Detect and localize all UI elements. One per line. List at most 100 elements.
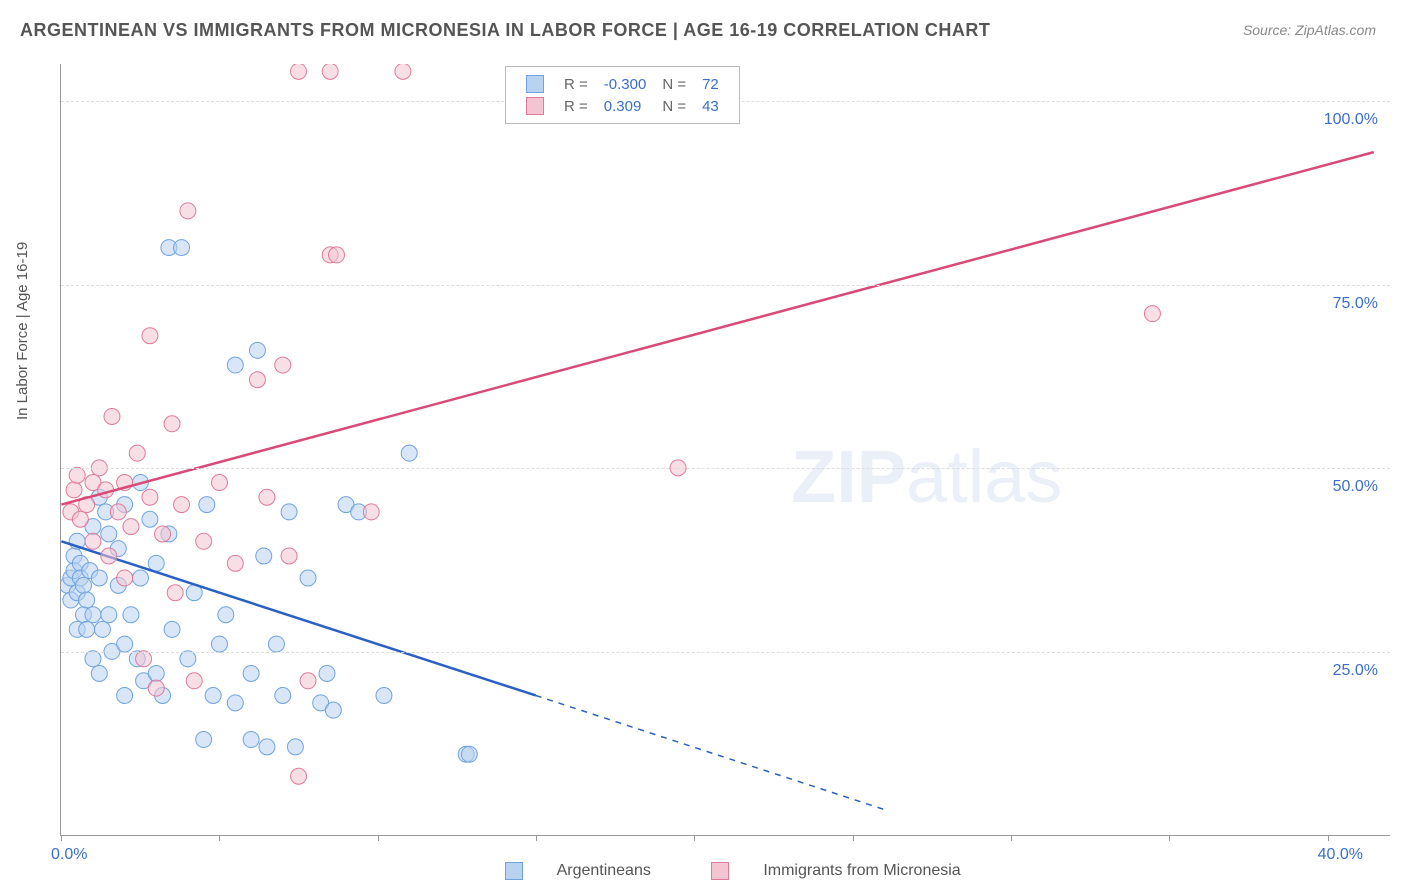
scatter-point xyxy=(161,526,177,542)
ytick-label: 75.0% xyxy=(1333,295,1378,313)
scatter-point xyxy=(300,570,316,586)
scatter-point xyxy=(186,585,202,601)
scatter-point xyxy=(85,519,101,535)
scatter-point xyxy=(101,548,117,564)
xtick xyxy=(694,835,695,841)
scatter-point xyxy=(117,636,133,652)
legend-item: Argentineans xyxy=(505,862,681,879)
ytick-label: 50.0% xyxy=(1333,478,1378,496)
scatter-point xyxy=(155,526,171,542)
scatter-point xyxy=(249,372,265,388)
scatter-point xyxy=(66,548,82,564)
xtick-label: 0.0% xyxy=(51,846,87,864)
scatter-point xyxy=(199,497,215,513)
ytick-label: 100.0% xyxy=(1324,111,1378,129)
scatter-point xyxy=(61,577,76,593)
scatter-point xyxy=(76,607,92,623)
watermark: ZIPatlas xyxy=(791,434,1062,519)
scatter-point xyxy=(94,621,110,637)
scatter-point xyxy=(82,563,98,579)
scatter-point xyxy=(395,64,411,79)
scatter-point xyxy=(72,570,88,586)
scatter-point xyxy=(167,585,183,601)
series-legend: Argentineans Immigrants from Micronesia xyxy=(505,862,1021,880)
scatter-point xyxy=(227,695,243,711)
scatter-point xyxy=(259,489,275,505)
scatter-point xyxy=(72,511,88,527)
xtick xyxy=(536,835,537,841)
scatter-point xyxy=(205,687,221,703)
scatter-point xyxy=(148,680,164,696)
scatter-point xyxy=(256,548,272,564)
legend-label: Immigrants from Micronesia xyxy=(763,862,960,879)
scatter-point xyxy=(98,504,114,520)
scatter-point xyxy=(110,577,126,593)
scatter-point xyxy=(85,607,101,623)
trend-line-extrapolated xyxy=(536,695,884,809)
scatter-point xyxy=(63,504,79,520)
scatter-point xyxy=(69,533,85,549)
xtick xyxy=(1011,835,1012,841)
scatter-point xyxy=(155,687,171,703)
scatter-point xyxy=(132,570,148,586)
chart-svg xyxy=(61,64,1390,835)
scatter-point xyxy=(132,475,148,491)
scatter-point xyxy=(79,497,95,513)
scatter-point xyxy=(101,607,117,623)
scatter-point xyxy=(110,504,126,520)
scatter-point xyxy=(110,541,126,557)
n-value: 43 xyxy=(694,95,727,117)
legend-item: Immigrants from Micronesia xyxy=(711,862,991,879)
scatter-point xyxy=(136,673,152,689)
scatter-point xyxy=(76,577,92,593)
xtick xyxy=(1169,835,1170,841)
scatter-point xyxy=(117,497,133,513)
scatter-point xyxy=(117,475,133,491)
scatter-point xyxy=(72,555,88,571)
scatter-point xyxy=(91,570,107,586)
scatter-point xyxy=(91,489,107,505)
xtick xyxy=(853,835,854,841)
scatter-point xyxy=(142,328,158,344)
scatter-point xyxy=(117,687,133,703)
xtick-label: 40.0% xyxy=(1318,846,1363,864)
scatter-point xyxy=(212,475,228,491)
scatter-point xyxy=(101,526,117,542)
gridline xyxy=(61,468,1390,469)
scatter-point xyxy=(268,636,284,652)
scatter-point xyxy=(123,519,139,535)
scatter-point xyxy=(1144,306,1160,322)
scatter-point xyxy=(249,342,265,358)
scatter-point xyxy=(69,467,85,483)
scatter-point xyxy=(338,497,354,513)
scatter-point xyxy=(174,497,190,513)
scatter-point xyxy=(287,739,303,755)
xtick xyxy=(61,835,62,841)
r-value: -0.300 xyxy=(596,73,655,95)
scatter-point xyxy=(218,607,234,623)
scatter-point xyxy=(401,445,417,461)
scatter-point xyxy=(196,533,212,549)
legend-swatch xyxy=(505,862,523,880)
scatter-point xyxy=(458,746,474,762)
scatter-point xyxy=(363,504,379,520)
scatter-point xyxy=(259,739,275,755)
scatter-point xyxy=(461,746,477,762)
scatter-point xyxy=(148,555,164,571)
scatter-point xyxy=(376,687,392,703)
r-label: R = xyxy=(556,95,596,117)
scatter-point xyxy=(69,585,85,601)
legend-swatch xyxy=(711,862,729,880)
n-label: N = xyxy=(654,95,694,117)
scatter-point xyxy=(142,511,158,527)
scatter-point xyxy=(79,592,95,608)
legend-swatch xyxy=(526,75,544,93)
scatter-point xyxy=(281,548,297,564)
scatter-point xyxy=(66,563,82,579)
scatter-point xyxy=(275,357,291,373)
scatter-point xyxy=(212,636,228,652)
legend-label: Argentineans xyxy=(557,862,651,879)
scatter-point xyxy=(291,64,307,79)
scatter-point xyxy=(91,665,107,681)
scatter-point xyxy=(322,64,338,79)
